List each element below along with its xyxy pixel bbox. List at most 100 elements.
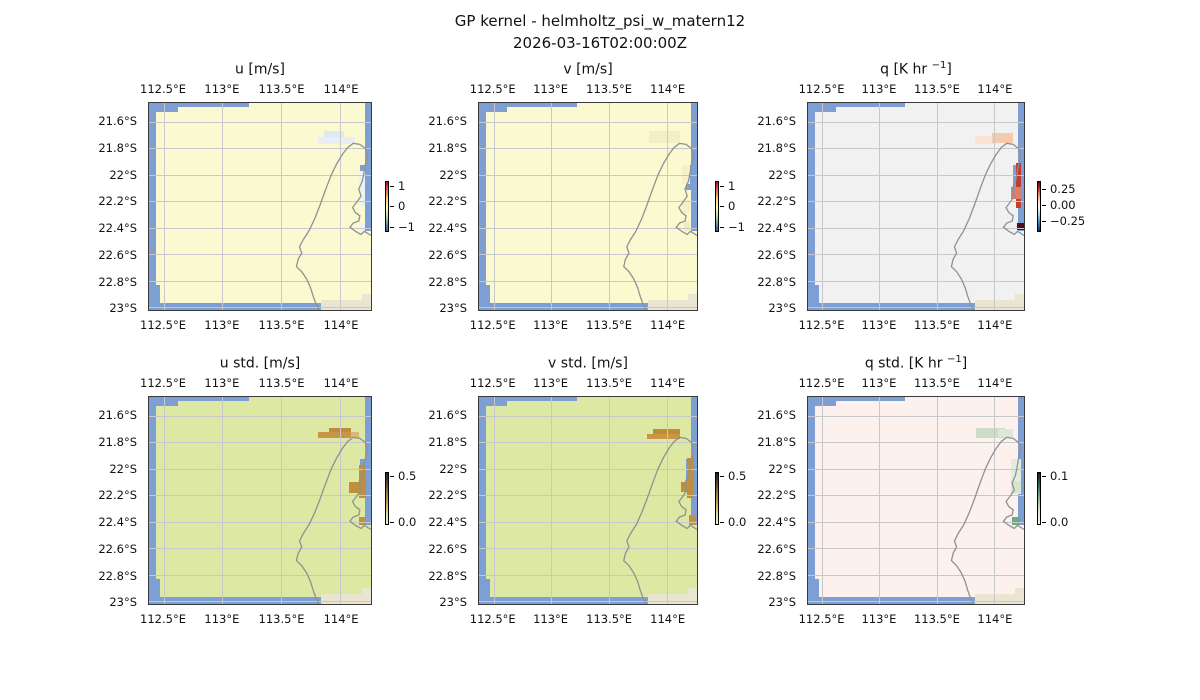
- title-text: q [K hr: [880, 61, 932, 78]
- x-tick-label: 112.5°E: [469, 82, 516, 96]
- x-tick-labels-bottom: 112.5°E 113°E 113.5°E 114°E: [470, 318, 698, 332]
- x-tick-label: 114°E: [650, 376, 686, 390]
- x-tick-label: 113.5°E: [586, 82, 633, 96]
- land-area: [688, 588, 697, 604]
- data-patch: [653, 428, 680, 435]
- y-tick-labels: 21.6°S 21.8°S 22°S 22.2°S 22.4°S 22.6°S 22.8°S…: [743, 102, 801, 315]
- gridline-lat: [149, 415, 371, 417]
- x-tick-label: 112.5°E: [469, 612, 516, 626]
- gridline-lat: [808, 227, 1024, 229]
- gridline-lat: [808, 174, 1024, 176]
- land-area: [975, 593, 1024, 604]
- gridline-lat: [149, 574, 371, 576]
- y-tick-labels: 21.6°S 21.8°S 22°S 22.2°S 22.4°S 22.6°S 22.8°S…: [84, 396, 142, 609]
- subplot-title-v-std: v std. [m/s]: [448, 354, 728, 372]
- gridline-lon: [281, 397, 283, 604]
- y-tick-label: 22.2°S: [757, 194, 796, 209]
- data-patch: [358, 223, 366, 232]
- gridline-lat: [479, 521, 697, 523]
- data-field-right-extension: [1017, 525, 1024, 597]
- gridline-lon: [936, 397, 938, 604]
- colorbar-tick: [1042, 220, 1046, 222]
- title-sup: −1: [931, 60, 947, 71]
- title-text: v std. [m/s]: [548, 355, 628, 372]
- map-v-std: [478, 396, 698, 605]
- data-patch: [976, 427, 1005, 439]
- y-tick-label: 23°S: [439, 301, 467, 316]
- colorbar-tick: [720, 226, 724, 228]
- gridline-lon: [879, 397, 881, 604]
- gridline-lat: [149, 280, 371, 282]
- y-tick-label: 23°S: [768, 301, 796, 316]
- suptitle-line1: GP kernel - helmholtz_psi_w_matern12: [454, 12, 746, 30]
- x-tick-label: 112.5°E: [140, 82, 186, 96]
- coastline-path: [951, 437, 1024, 604]
- x-tick-label: 113.5°E: [913, 82, 960, 96]
- coastline-path: [624, 437, 697, 604]
- land-area: [647, 593, 697, 604]
- gridline-lat: [479, 280, 697, 282]
- gridline-lon: [822, 397, 824, 604]
- y-tick-label: 22.8°S: [98, 274, 137, 289]
- y-tick-label: 22°S: [768, 167, 796, 182]
- x-tick-label: 113°E: [533, 318, 569, 332]
- y-tick-labels: 21.6°S 21.8°S 22°S 22.2°S 22.4°S 22.6°S 22.8°S…: [743, 396, 801, 609]
- subplot-title-u-std: u std. [m/s]: [118, 354, 402, 372]
- y-tick-label: 21.8°S: [428, 140, 467, 155]
- title-text: u std. [m/s]: [219, 355, 301, 372]
- gridline-lat: [808, 548, 1024, 550]
- colorbar-tick-label: 1: [398, 179, 406, 194]
- colorbar-tick: [390, 521, 394, 523]
- y-tick-label: 22.6°S: [757, 247, 796, 262]
- gridline-lon: [340, 103, 342, 310]
- x-tick-label: 114°E: [323, 82, 359, 96]
- data-patch: [681, 481, 694, 492]
- subplot-q: q [K hr −1] 112.5°E 113°E 113.5°E 114°E 21.…: [757, 60, 1085, 332]
- subplot-q-std: q std. [K hr −1] 112.5°E 113°E 113.5°E 114°…: [757, 354, 1068, 626]
- y-tick-label: 21.6°S: [757, 408, 796, 423]
- gridline-lon: [936, 103, 938, 310]
- gridline-lat: [479, 227, 697, 229]
- x-tick-label: 114°E: [323, 612, 359, 626]
- y-tick-label: 23°S: [109, 595, 137, 610]
- gridline-lat: [479, 174, 697, 176]
- land-area: [1015, 294, 1024, 310]
- coastline-path: [296, 437, 371, 604]
- data-patch: [683, 220, 691, 232]
- x-tick-label: 113°E: [533, 376, 569, 390]
- x-tick-label: 112.5°E: [140, 318, 186, 332]
- coastline: [149, 397, 371, 604]
- x-tick-label: 114°E: [650, 612, 686, 626]
- title-text: ]: [946, 61, 952, 78]
- y-tick-label: 22.4°S: [98, 515, 137, 530]
- gridline-lat: [479, 415, 697, 417]
- data-field-right-extension: [364, 231, 371, 303]
- gridline-lat: [149, 495, 371, 497]
- colorbar-gradient: [1037, 181, 1041, 232]
- subplot-title-q-std: q std. [K hr −1]: [777, 354, 1055, 372]
- gridline-lon: [163, 397, 165, 604]
- y-tick-label: 22.6°S: [428, 541, 467, 556]
- colorbar-tick-label: 0.0: [1050, 514, 1069, 529]
- subplot-u-std: u std. [m/s] 112.5°E 113°E 113.5°E 114°E 21…: [98, 356, 416, 626]
- data-patch: [646, 433, 680, 439]
- x-tick-labels-bottom: 112.5°E 113°E 113.5°E 114°E: [799, 318, 1025, 332]
- coastline: [479, 397, 697, 604]
- colorbar-tick: [1042, 189, 1046, 191]
- y-tick-label: 22°S: [109, 461, 137, 476]
- y-tick-label: 22.6°S: [98, 247, 137, 262]
- x-tick-label: 113°E: [533, 612, 569, 626]
- gridline-lon: [608, 103, 610, 310]
- data-field-right-extension: [690, 525, 697, 597]
- y-tick-label: 22.6°S: [757, 541, 796, 556]
- data-patch: [689, 514, 696, 525]
- x-tick-label: 112.5°E: [798, 82, 845, 96]
- y-tick-label: 22.8°S: [98, 568, 137, 583]
- gridline-lon: [666, 397, 668, 604]
- colorbar-tick: [390, 226, 394, 228]
- data-patch: [991, 133, 1014, 144]
- ocean-gap: [177, 103, 249, 107]
- colorbar-q-std: 0.1 0.0: [1037, 469, 1097, 529]
- y-tick-label: 23°S: [439, 595, 467, 610]
